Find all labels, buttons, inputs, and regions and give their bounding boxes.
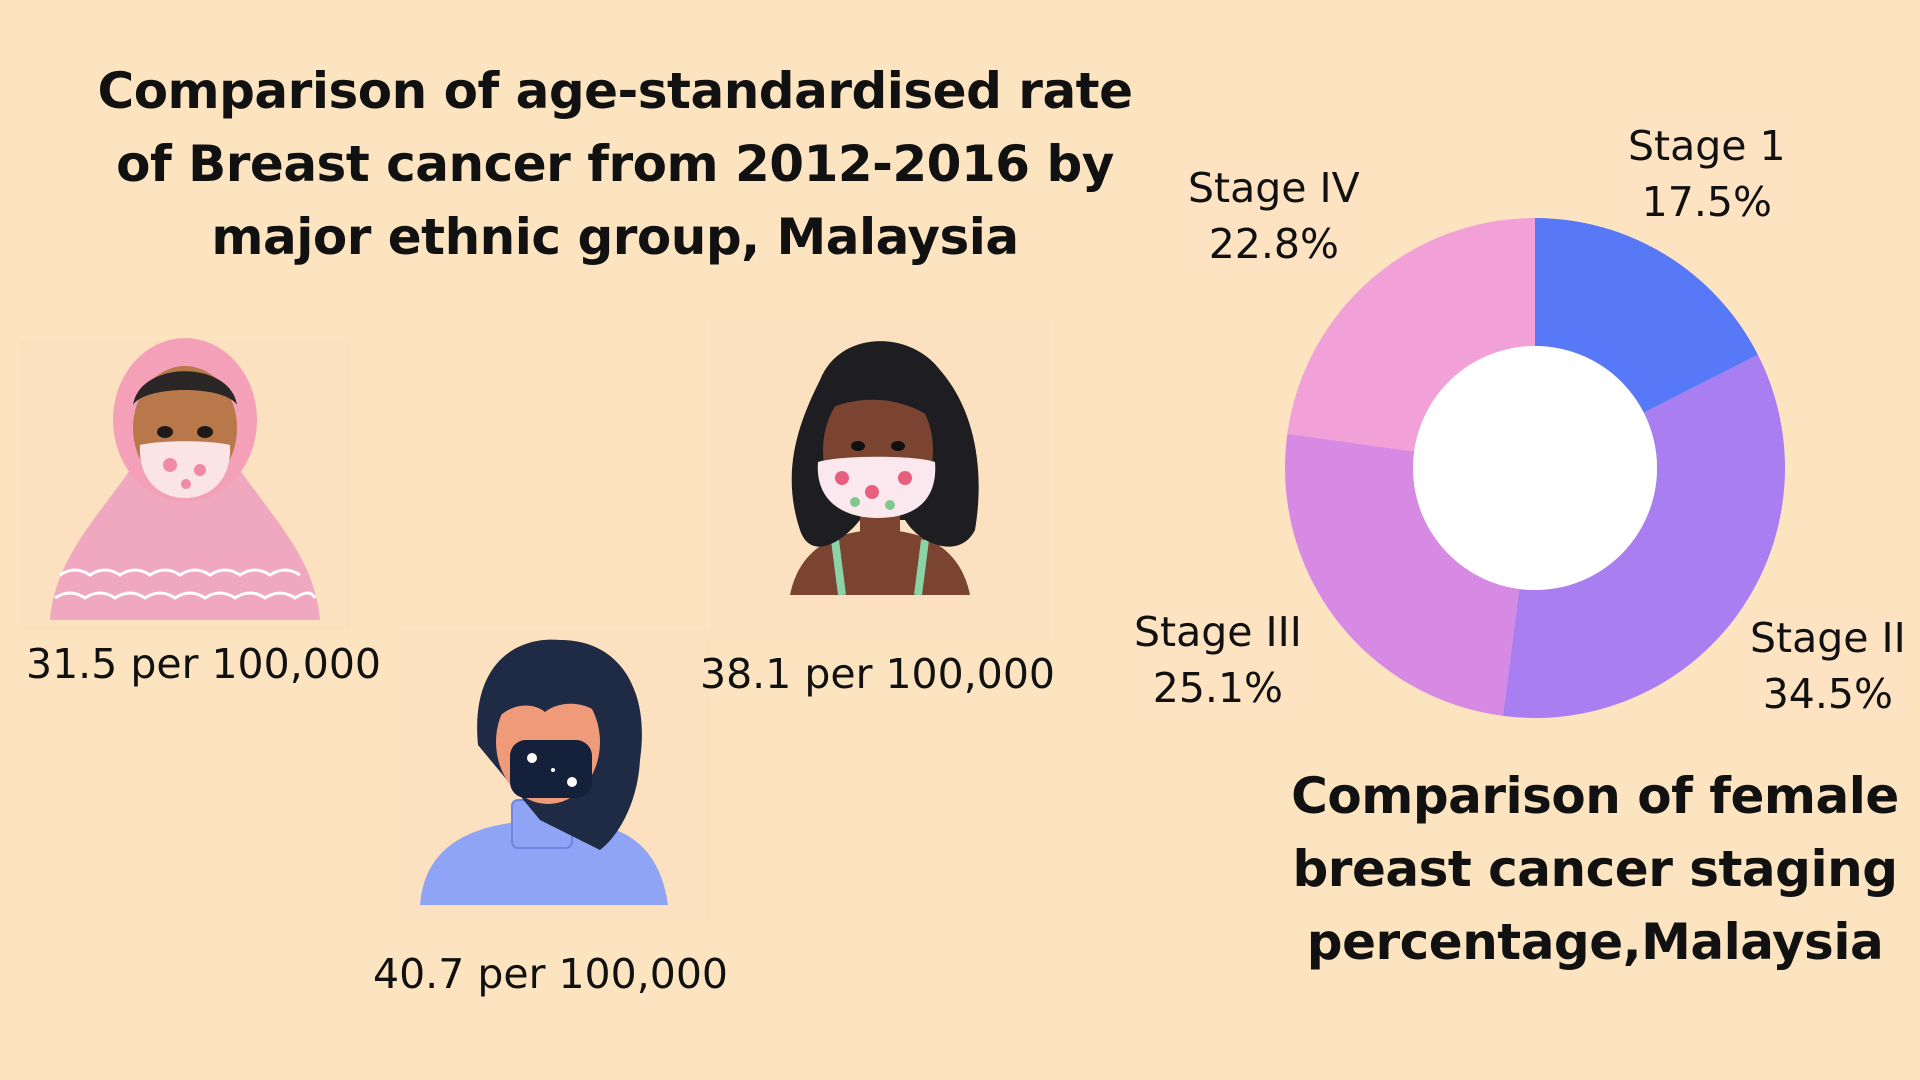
stage-name-2: Stage II xyxy=(1750,614,1906,662)
donut-slice-4 xyxy=(1287,218,1535,452)
donut-hole xyxy=(1413,346,1657,590)
stage-label-3: Stage III 25.1% xyxy=(1128,604,1308,716)
stage-value-2: 34.5% xyxy=(1762,670,1893,718)
rate-label-3: 38.1 per 100,000 xyxy=(700,650,1056,698)
stage-chart-title: Comparison of female breast cancer stagi… xyxy=(1291,767,1899,971)
stage-name-4: Stage IV xyxy=(1188,164,1360,212)
stage-label-4: Stage IV 22.8% xyxy=(1182,160,1366,272)
rate-label-1: 31.5 per 100,000 xyxy=(26,640,382,688)
stage-value-1: 17.5% xyxy=(1641,178,1772,226)
stage-name-3: Stage III xyxy=(1134,608,1302,656)
donut-slice-1 xyxy=(1535,218,1758,413)
rate-label-2: 40.7 per 100,000 xyxy=(373,950,729,998)
stage-value-3: 25.1% xyxy=(1152,664,1284,712)
stage-label-2: Stage II 34.5% xyxy=(1744,610,1912,722)
donut-slice-3 xyxy=(1284,433,1520,716)
stage-name-1: Stage 1 xyxy=(1628,122,1786,170)
stage-value-4: 22.8% xyxy=(1208,220,1339,268)
stage-label-1: Stage 1 17.5% xyxy=(1622,118,1792,230)
donut-slice-2 xyxy=(1502,354,1785,718)
rates-title: Comparison of age-standardised rate of B… xyxy=(97,62,1134,266)
